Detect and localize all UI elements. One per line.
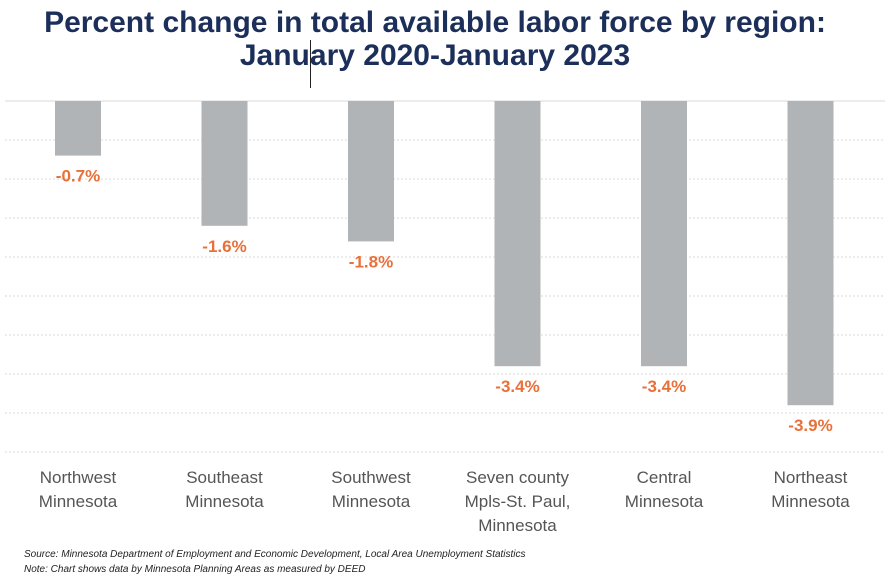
data-label: -3.4% [495,377,539,396]
category-label: Minnesota [625,492,704,511]
text-cursor-mark [310,40,311,88]
data-label: -1.6% [202,237,246,256]
data-label: -1.8% [349,252,393,271]
bar [494,101,541,367]
category-label: Northeast [774,468,848,487]
bar [55,101,101,156]
source-footnote: Source: Minnesota Department of Employme… [24,549,526,560]
category-label: Minnesota [478,516,557,535]
data-label: -0.7% [56,167,100,186]
chart-title: Percent change in total available labor … [0,6,870,72]
chart-title-line-2: January 2020-January 2023 [239,39,631,72]
category-label: Minnesota [39,492,118,511]
category-label: Central [637,468,692,487]
category-label: Seven county [466,468,570,487]
category-label: Southwest [331,468,411,487]
bar-chart: -0.7% -1.6% -1.8% -3.4% -3.4% -3.9% Northwest M… [5,100,885,535]
chart-title-line-1: Percent change in total available labor … [44,6,826,39]
data-label: -3.4% [642,377,686,396]
bar [641,101,687,367]
category-label: Minnesota [185,492,264,511]
category-label: Northwest [40,468,117,487]
bar [787,101,834,406]
category-label: Mpls-St. Paul, [465,492,571,511]
bar [348,101,394,242]
note-footnote: Note: Chart shows data by Minnesota Plan… [24,564,366,575]
bar [201,101,248,226]
data-label: -3.9% [788,416,832,435]
category-label: Southeast [186,468,263,487]
category-label: Minnesota [332,492,411,511]
category-label: Minnesota [771,492,850,511]
